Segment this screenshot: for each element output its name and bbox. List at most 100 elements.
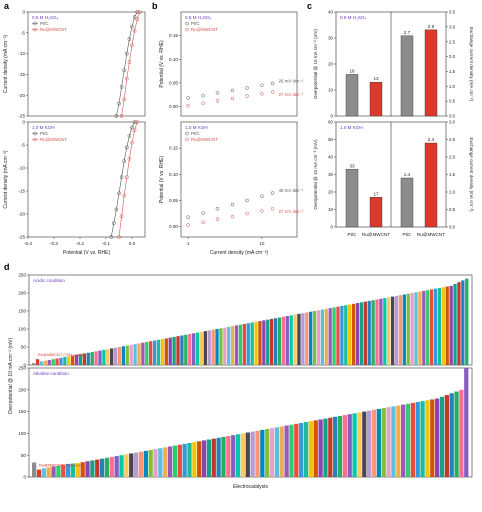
bar	[459, 389, 464, 477]
bar	[85, 461, 90, 477]
bar	[270, 318, 274, 365]
bar	[109, 456, 114, 477]
bar	[369, 197, 383, 228]
bar	[36, 469, 42, 477]
bar	[124, 454, 129, 477]
bar	[43, 360, 48, 365]
bar	[176, 336, 180, 365]
panel-c-subplot-0: 0 10 20 30 40 0.0 0.5 1.0 1.5 2.0 2.5 3.0 3.5 0.5 M H…	[313, 10, 474, 119]
bar-value-label: 2.4	[428, 137, 435, 142]
bar	[203, 331, 207, 365]
bar	[75, 463, 80, 477]
bar	[230, 326, 235, 365]
legend-label-ptc: Pt/C	[191, 21, 200, 26]
data-point	[260, 83, 264, 88]
y-tick-label-right: 2.0	[449, 54, 456, 59]
y-tick-label-right: 2.5	[449, 39, 456, 44]
highlight-label: Ru@MWCNT (This work)	[38, 352, 84, 357]
y-tick-label: -5	[21, 30, 26, 35]
bar	[316, 310, 321, 365]
bar	[82, 353, 87, 365]
y-tick-label-right: 1.0	[449, 84, 456, 89]
y-tick-label-left: 10	[328, 207, 333, 212]
bar	[299, 422, 304, 477]
bar	[235, 434, 241, 477]
y-tick-label-right: 3.0	[449, 120, 456, 125]
bar	[367, 410, 372, 477]
bar	[449, 393, 454, 477]
bar	[424, 29, 438, 117]
y-tick-label: 150	[18, 309, 26, 314]
bar	[345, 74, 359, 117]
y-tick-label: 0.00	[169, 104, 178, 109]
bar	[106, 349, 110, 365]
bar	[61, 464, 66, 477]
y-tick-label-left: 40	[328, 10, 333, 15]
x-tick-label: 1	[187, 241, 190, 246]
bar	[410, 293, 414, 365]
bar	[333, 416, 338, 477]
bar	[337, 415, 343, 477]
data-point	[135, 120, 140, 124]
bar-value-label: 13	[373, 76, 379, 81]
bar	[51, 466, 56, 477]
bar	[99, 458, 105, 477]
y-tick-label: 100	[18, 431, 26, 436]
y-tick-label-right: 0.0	[449, 225, 456, 230]
bar	[430, 399, 435, 477]
y-tick-label-right: 2.0	[449, 155, 456, 160]
bar	[153, 449, 158, 477]
bar	[362, 411, 367, 477]
bar	[386, 407, 391, 477]
data-point	[201, 93, 205, 98]
data-point	[186, 215, 190, 219]
bar	[70, 463, 76, 477]
plot-frame	[27, 11, 146, 117]
bar-value-label: 2.7	[404, 30, 411, 35]
bar	[188, 334, 192, 365]
data-point	[127, 37, 132, 41]
data-point	[260, 92, 264, 96]
bar	[258, 321, 262, 365]
data-point	[215, 99, 220, 103]
bar	[454, 391, 459, 477]
y-tick-label: 0	[22, 10, 25, 15]
legend-label-ru: Ru@MWCNT	[40, 137, 67, 142]
bar	[449, 285, 453, 365]
x-tick-label: 10	[259, 241, 265, 246]
bar	[465, 278, 469, 365]
bar	[345, 169, 359, 228]
bar	[318, 419, 323, 477]
legend-label-ptc: Pt/C	[40, 21, 49, 26]
bar	[262, 320, 266, 365]
data-point	[201, 211, 205, 215]
bar	[266, 319, 270, 365]
y-tick-label: 50	[21, 345, 27, 350]
bar	[211, 438, 216, 477]
bar	[308, 421, 314, 477]
bar	[273, 318, 278, 365]
bar	[255, 430, 260, 477]
y-tick-label-left: 10	[328, 88, 333, 93]
bar	[277, 317, 282, 365]
y-tick-label: -10	[18, 166, 25, 171]
bar	[71, 355, 75, 365]
bar	[46, 467, 51, 477]
legend-label-ru: Ru@MWCNT	[191, 137, 218, 142]
y-axis-label-right: Exchange current density (mA cm⁻²)	[469, 27, 474, 102]
panel-letter-a: a	[4, 1, 10, 11]
bar	[63, 357, 67, 365]
y-tick-label: 0.10	[169, 172, 178, 177]
bar	[439, 396, 445, 477]
data-point	[137, 10, 142, 14]
bar	[285, 316, 289, 365]
bar	[163, 447, 168, 477]
bar	[113, 347, 118, 365]
bar	[167, 446, 173, 477]
bar	[279, 426, 284, 477]
data-point	[119, 114, 124, 118]
bar	[289, 315, 293, 365]
legend-marker-ptc	[185, 131, 189, 136]
x-axis-label: Electrocatalysts	[233, 484, 269, 490]
bar	[102, 349, 106, 365]
